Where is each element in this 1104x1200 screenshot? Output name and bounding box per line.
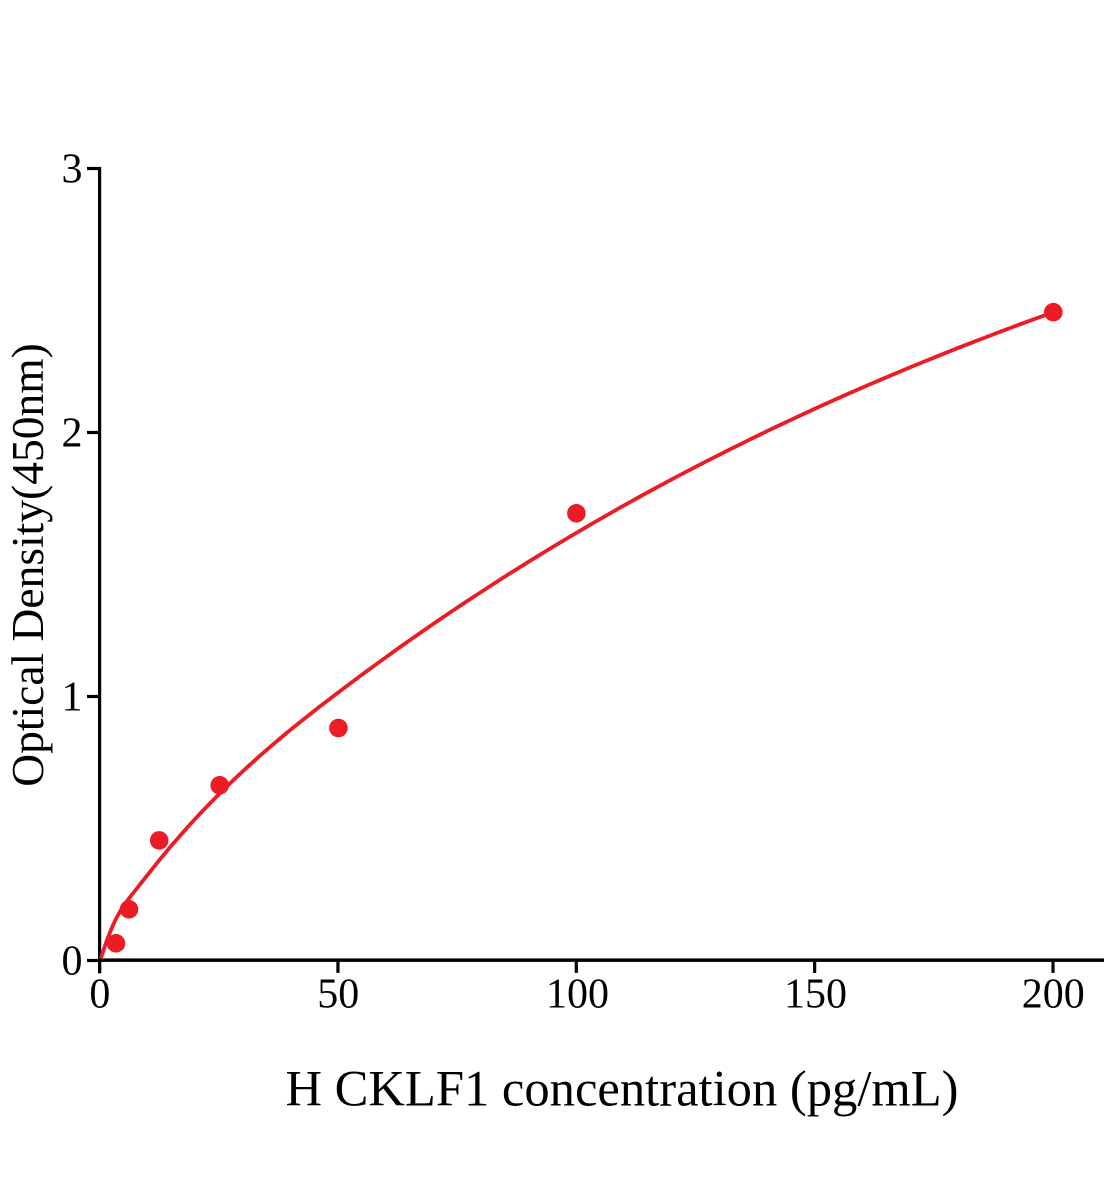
svg-text:1: 1 — [62, 675, 83, 721]
svg-text:150: 150 — [784, 972, 847, 1018]
svg-text:Optical Density(450nm): Optical Density(450nm) — [2, 343, 53, 787]
svg-text:H CKLF1 concentration (pg/mL): H CKLF1 concentration (pg/mL) — [285, 1061, 958, 1117]
svg-text:100: 100 — [546, 972, 609, 1018]
svg-text:2: 2 — [62, 411, 83, 457]
svg-text:50: 50 — [317, 972, 359, 1018]
svg-text:3: 3 — [62, 147, 83, 193]
svg-text:0: 0 — [89, 972, 110, 1018]
svg-text:0: 0 — [62, 939, 83, 985]
svg-text:200: 200 — [1022, 972, 1085, 1018]
